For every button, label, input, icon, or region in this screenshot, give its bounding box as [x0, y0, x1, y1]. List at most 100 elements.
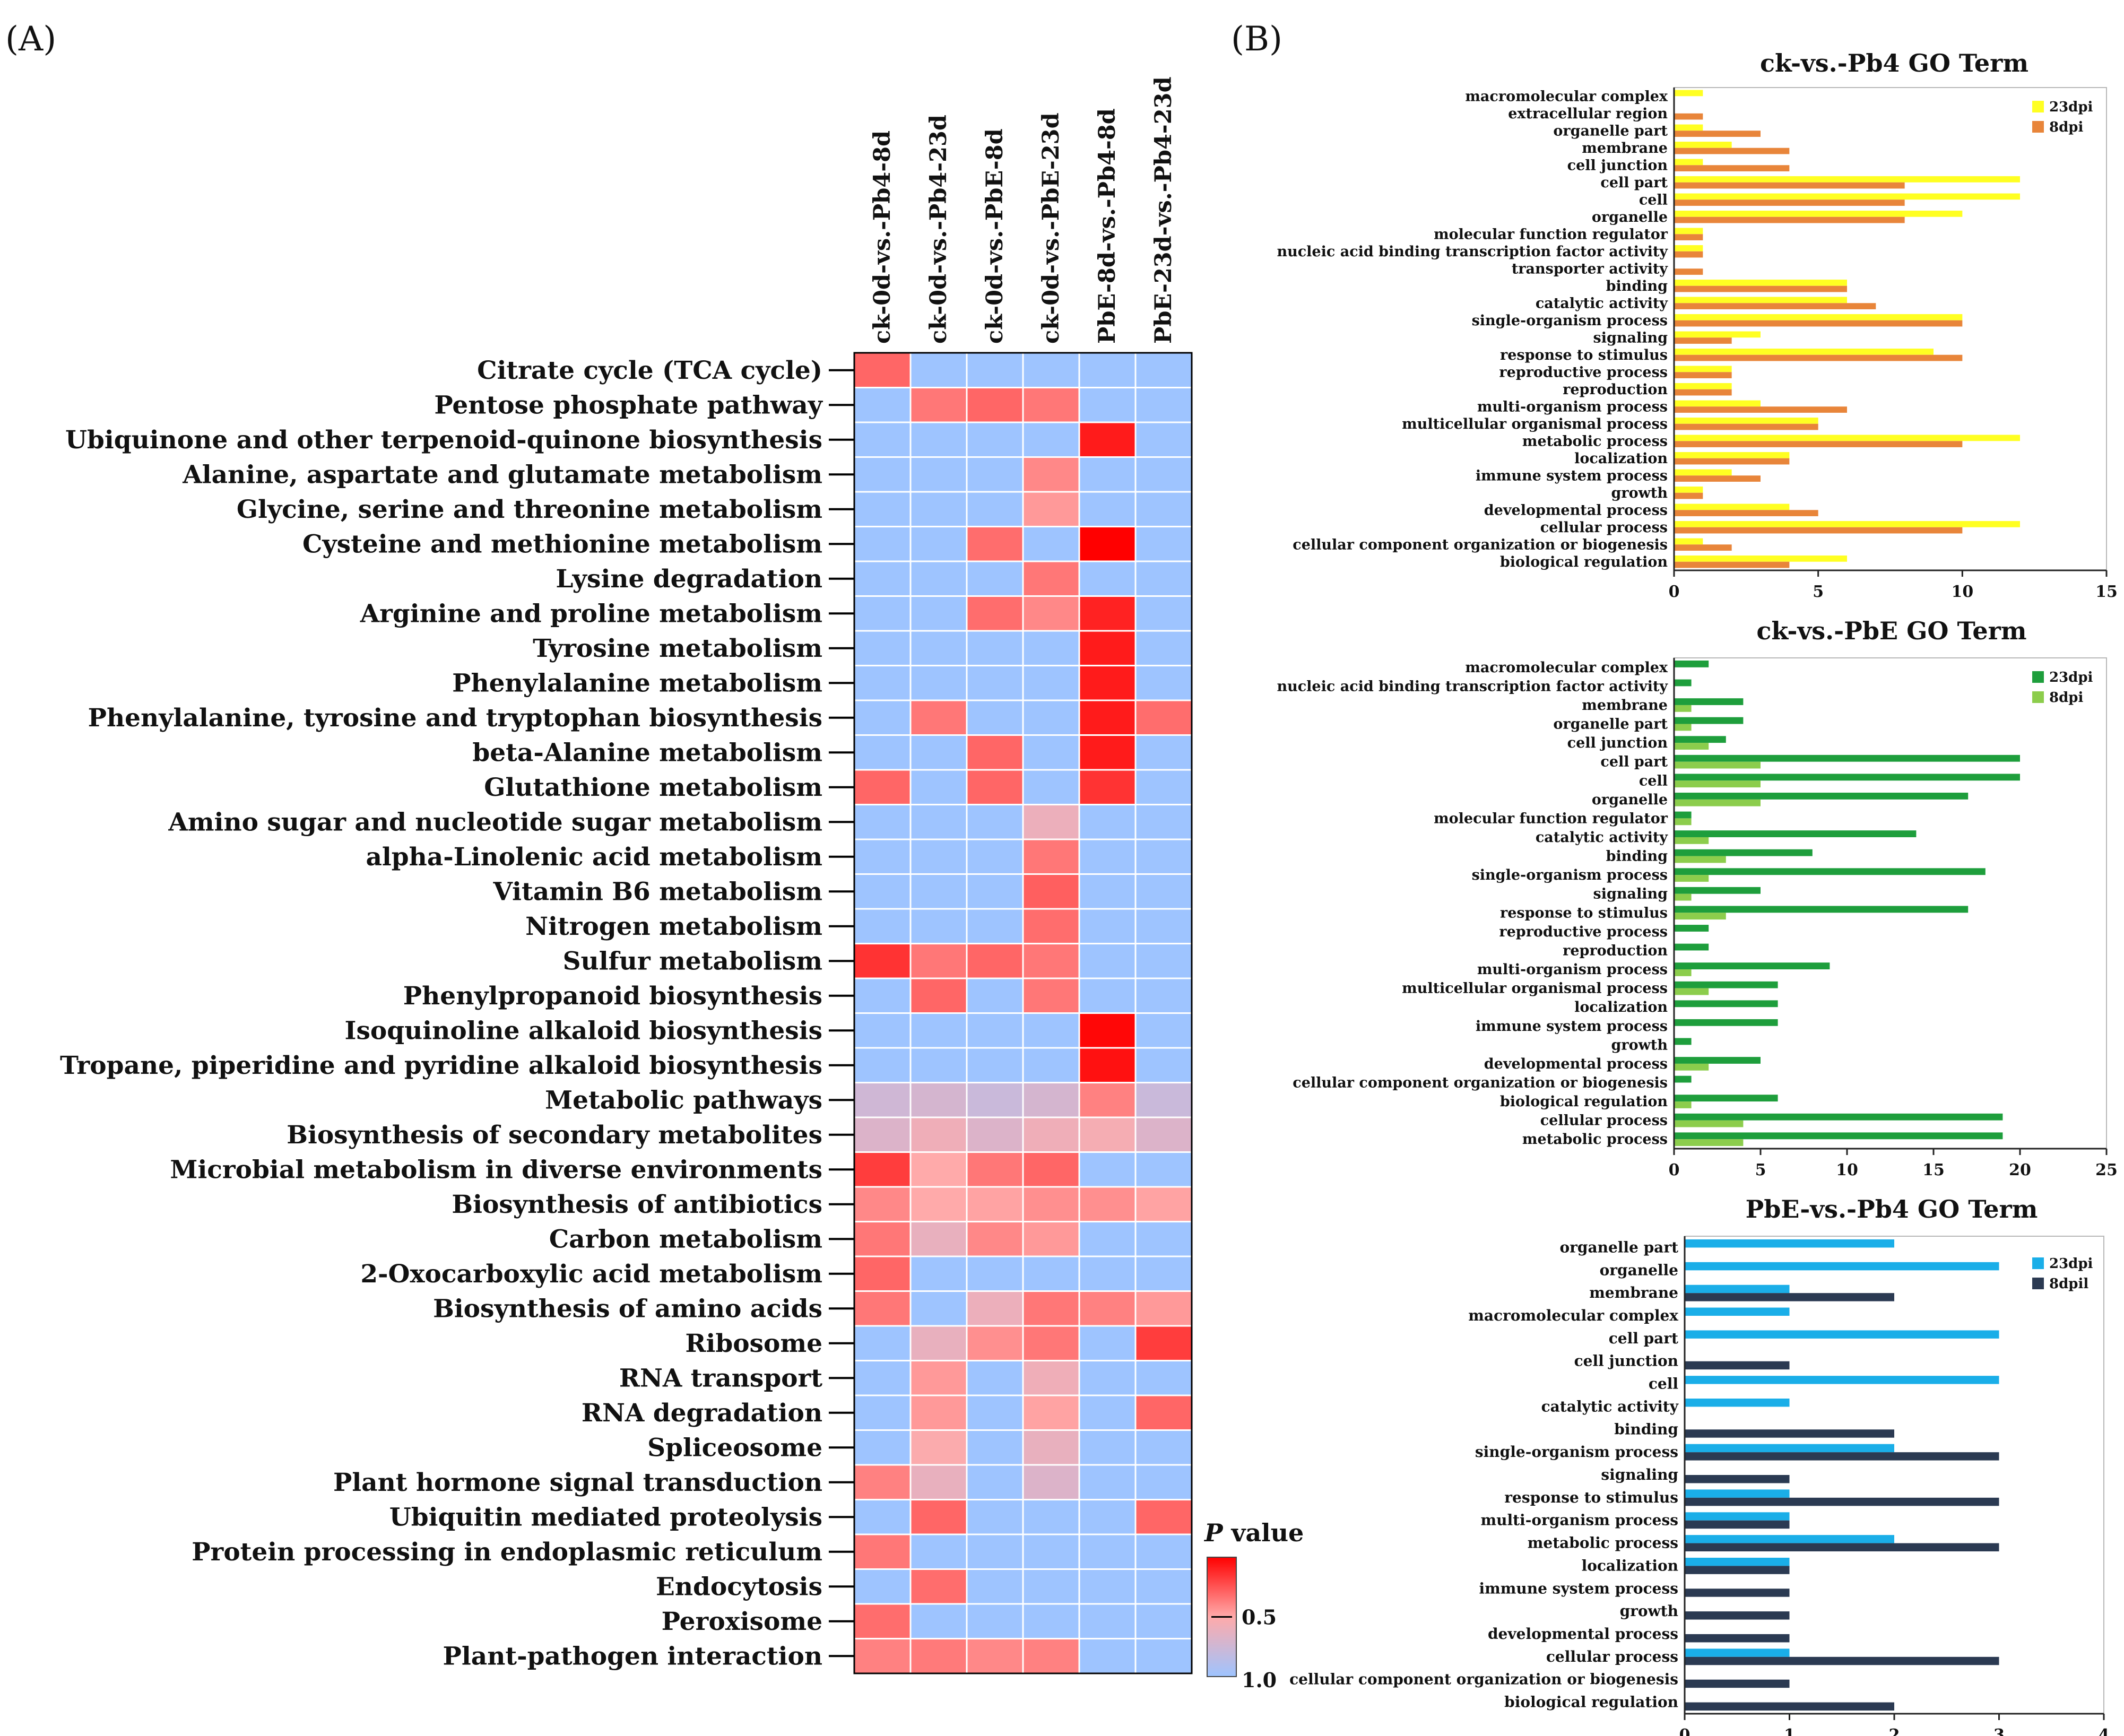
- row-label-sulfur-metabolism: Sulfur metabolism: [563, 947, 822, 976]
- row-label-alanine-aspartate-and-glutamate-metabolism: Alanine, aspartate and glutamate metabol…: [182, 460, 822, 489]
- bar-23dpi-catalytic-activity: [1674, 297, 1847, 303]
- bar-23dpi-single-organism-process: [1685, 1444, 1894, 1453]
- colorbar-tick-label: 1.0: [1242, 1668, 1277, 1692]
- bar-23dpi-organelle-part: [1674, 124, 1703, 131]
- bar-8dpi-localization: [1674, 458, 1790, 465]
- heatmap-cell: [909, 595, 968, 632]
- row-label-phenylalanine-metabolism: Phenylalanine metabolism: [452, 669, 822, 698]
- heatmap-cell: [1022, 1394, 1080, 1431]
- heatmap-cell: [966, 943, 1024, 979]
- bar-23dpi-organelle-part: [1685, 1239, 1894, 1248]
- row-label-plant-hormone-signal-transduction: Plant hormone signal transduction: [333, 1468, 822, 1497]
- heatmap-cell: [1022, 1603, 1080, 1639]
- bar-23dpi-cell-part: [1674, 176, 2020, 183]
- bar-23dpi-localization: [1685, 1558, 1790, 1566]
- heatmap-cell: [1022, 1325, 1080, 1361]
- heatmap-cell: [1078, 1394, 1137, 1431]
- category-label-catalytic-activity: catalytic activity: [1536, 829, 1668, 846]
- bar-8dpil-signaling: [1685, 1475, 1790, 1483]
- row-label-biosynthesis-of-secondary-metabolites: Biosynthesis of secondary metabolites: [287, 1121, 822, 1150]
- category-label-immune-system-process: immune system process: [1476, 467, 1668, 484]
- legend-swatch-8dpil: [2032, 1278, 2044, 1289]
- category-label-biological-regulation: biological regulation: [1500, 1093, 1668, 1110]
- category-label-organelle-part: organelle part: [1559, 1238, 1678, 1256]
- category-label-cellular-process: cellular process: [1540, 519, 1668, 536]
- heatmap-cell: [1022, 699, 1080, 736]
- heatmap-cell: [1134, 1499, 1193, 1535]
- row-label-tropane-piperidine-and-pyridine-alkaloid-biosynthesis: Tropane, piperidine and pyridine alkaloi…: [60, 1051, 822, 1080]
- heatmap-cell: [1022, 1499, 1080, 1535]
- heatmap-cell: [853, 630, 912, 666]
- heatmap-cell: [966, 1151, 1024, 1188]
- row-label-glutathione-metabolism: Glutathione metabolism: [484, 773, 822, 802]
- row-label-endocytosis: Endocytosis: [656, 1572, 822, 1601]
- bar-8dpi-multi-organism-process: [1674, 406, 1847, 413]
- heatmap-cell: [1022, 1151, 1080, 1188]
- heatmap-cell: [1134, 630, 1193, 666]
- heatmap-cell: [1022, 1533, 1080, 1570]
- heatmap-cell: [853, 421, 912, 458]
- heatmap-cell: [909, 1394, 968, 1431]
- bar-23dpi-catalytic-activity: [1685, 1399, 1790, 1407]
- category-label-multi-organism-process: multi-organism process: [1477, 398, 1668, 415]
- bar-8dpi-multi-organism-process: [1674, 969, 1692, 976]
- category-label-binding: binding: [1606, 848, 1668, 865]
- category-label-cell: cell: [1639, 772, 1668, 789]
- bar-8dpi-cellular-process: [1674, 527, 1963, 534]
- bar-8dpi-cellular-component-organization-or-biogenesis: [1674, 544, 1732, 551]
- bar-8dpil-multi-organism-process: [1685, 1520, 1790, 1529]
- heatmap-border: [853, 352, 1193, 1674]
- heatmap-cell: [1134, 908, 1193, 944]
- heatmap-cell: [1078, 769, 1137, 805]
- colorbar: P value 0.5 1.0: [1203, 1518, 1304, 1692]
- heatmap-cell: [966, 1325, 1024, 1361]
- row-label-peroxisome: Peroxisome: [662, 1607, 822, 1636]
- heatmap-cell: [853, 1255, 912, 1292]
- heatmap-cell: [1022, 1568, 1080, 1605]
- bar-8dpi-metabolic-process: [1674, 1139, 1744, 1147]
- category-label-biological-regulation: biological regulation: [1504, 1694, 1678, 1711]
- heatmap-cell: [1022, 1012, 1080, 1049]
- heatmap-cell: [1078, 456, 1137, 493]
- heatmap-cell: [966, 699, 1024, 736]
- heatmap-cell: [853, 1603, 912, 1639]
- heatmap-cell: [1022, 1186, 1080, 1222]
- heatmap-cell: [909, 1429, 968, 1466]
- heatmap-cell: [1134, 1221, 1193, 1257]
- heatmap-cell: [1022, 1221, 1080, 1257]
- heatmap-cell: [909, 1499, 968, 1535]
- category-label-immune-system-process: immune system process: [1479, 1579, 1678, 1597]
- heatmap-cell: [966, 1429, 1024, 1466]
- heatmap-cell: [1134, 699, 1193, 736]
- heatmap-cell: [1022, 804, 1080, 840]
- bar-8dpi-molecular-function-regulator: [1674, 818, 1692, 826]
- x-tick-label: 0: [1669, 583, 1680, 601]
- heatmap-cell: [853, 387, 912, 423]
- bar-23dpi-cell: [1674, 193, 2020, 200]
- category-label-reproductive-process: reproductive process: [1499, 924, 1668, 940]
- bar-23dpi-organelle-part: [1674, 717, 1744, 724]
- bar-23dpi-growth: [1674, 1038, 1692, 1045]
- x-tick-label: 5: [1813, 583, 1824, 601]
- bar-8dpi-developmental-process: [1674, 510, 1818, 516]
- heatmap-cell: [966, 804, 1024, 840]
- heatmap-cell: [853, 526, 912, 562]
- heatmap-cell: [966, 1012, 1024, 1049]
- plot-frame: [1674, 87, 2107, 571]
- bar-23dpi-cellular-process: [1685, 1648, 1790, 1657]
- heatmap-cell: [909, 1255, 968, 1292]
- bar-8dpil-immune-system-process: [1685, 1589, 1790, 1597]
- heatmap-cell: [909, 1012, 968, 1049]
- bar-23dpi-organelle: [1674, 793, 1969, 800]
- heatmap-cell: [909, 804, 968, 840]
- category-label-metabolic-process: metabolic process: [1528, 1534, 1678, 1552]
- heatmap-cell: [966, 665, 1024, 701]
- bar-8dpi-catalytic-activity: [1674, 303, 1876, 309]
- heatmap-cell: [966, 526, 1024, 562]
- heatmap-cell: [1134, 1325, 1193, 1361]
- heatmap-cell: [966, 1082, 1024, 1118]
- bar-23dpi-binding: [1674, 280, 1847, 286]
- bar-8dpil-metabolic-process: [1685, 1543, 1999, 1551]
- panel-label-a: (A): [5, 20, 56, 59]
